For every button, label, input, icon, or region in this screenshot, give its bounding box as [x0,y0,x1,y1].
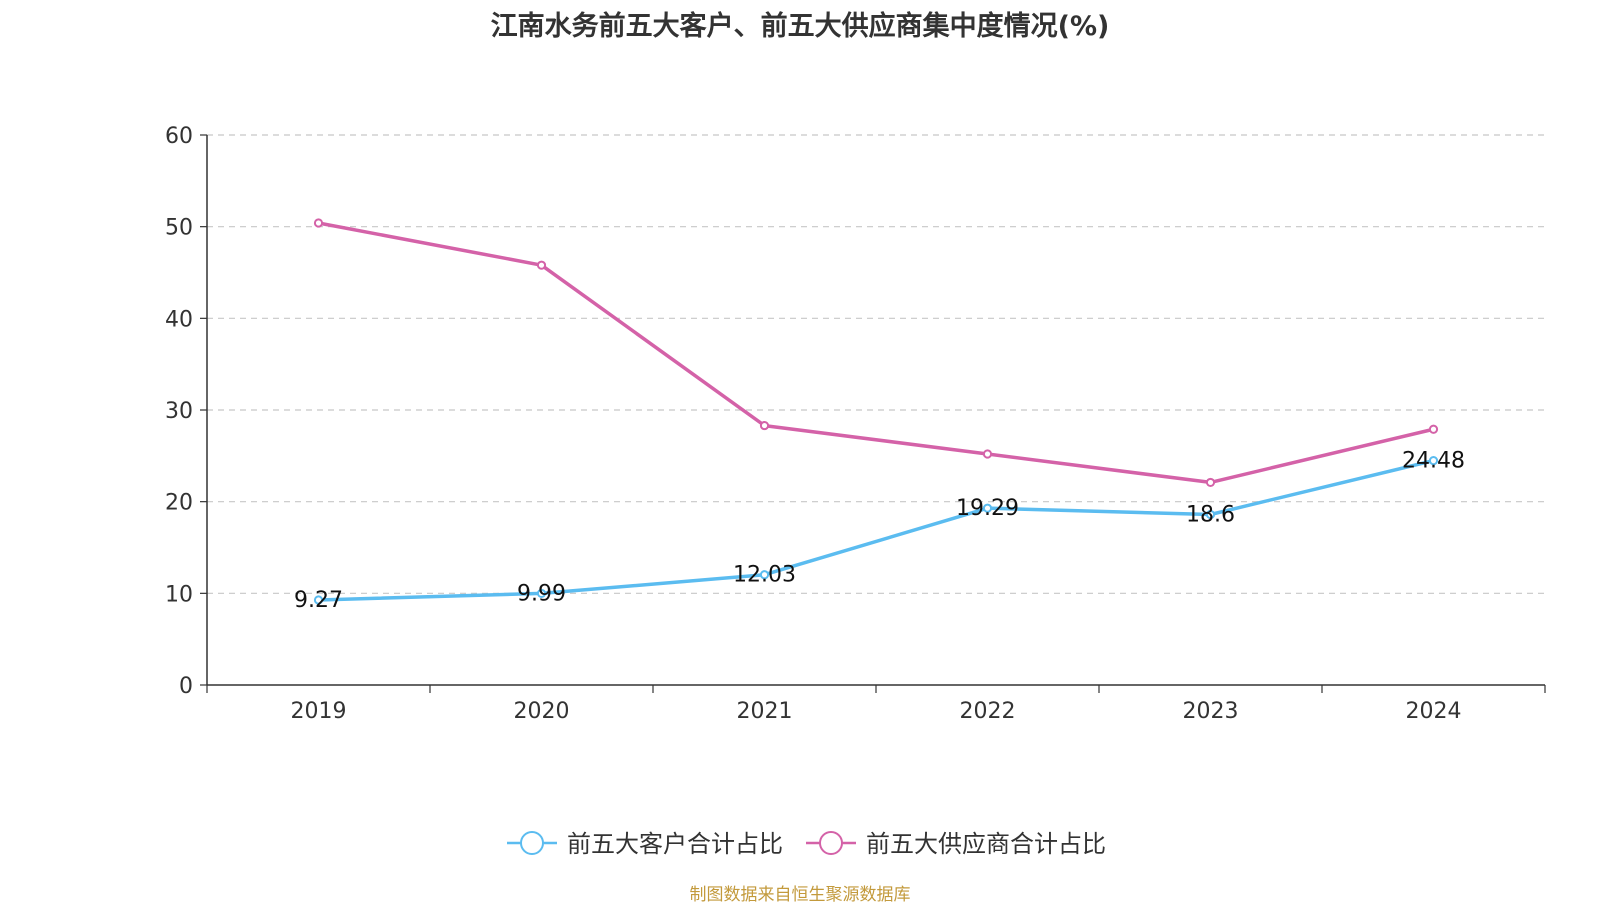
data-point[interactable] [536,588,547,599]
data-point[interactable] [1205,477,1216,488]
data-point[interactable] [759,570,770,580]
legend-label-2[interactable]: 前五大供应商合计占比 [866,830,1106,858]
data-point[interactable] [1428,456,1439,466]
legend-marker-1[interactable] [520,831,544,855]
data-point[interactable] [1205,509,1216,520]
chart-title: 江南水务前五大客户、前五大供应商集中度情况(%) [490,11,1110,42]
data-label: 9.99 [517,581,566,606]
data-label: 18.6 [1186,503,1235,528]
x-tick-label: 2023 [1183,699,1239,724]
y-tick-label: 50 [165,216,193,241]
x-tick-label: 2020 [514,699,570,724]
data-point[interactable] [536,260,547,270]
data-label: 24.48 [1402,449,1465,474]
y-tick-label: 20 [165,491,193,516]
data-point[interactable] [313,218,324,228]
source-note: 制图数据来自恒生聚源数据库 [689,885,911,905]
series-line-2 [318,221,1434,485]
x-tick-label: 2022 [960,699,1016,724]
x-tick-label: 2024 [1406,699,1462,724]
x-tick-label: 2019 [291,699,347,724]
data-label: 9.27 [294,588,343,613]
y-tick-label: 60 [165,124,193,149]
y-tick-label: 0 [179,674,193,699]
data-point[interactable] [1428,424,1439,434]
data-point[interactable] [759,420,770,431]
x-tick-label: 2021 [737,699,793,724]
legend-marker-2[interactable] [819,831,843,855]
data-point[interactable] [982,449,993,459]
y-tick-label: 30 [165,399,193,424]
y-tick-label: 10 [165,582,193,607]
data-point[interactable] [982,503,993,513]
data-label: 19.29 [956,496,1019,521]
y-tick-label: 40 [165,307,193,332]
data-label: 12.03 [733,563,796,588]
legend-label-1[interactable]: 前五大客户合计占比 [567,830,783,858]
series-line-1 [318,458,1434,602]
data-point[interactable] [313,595,324,605]
